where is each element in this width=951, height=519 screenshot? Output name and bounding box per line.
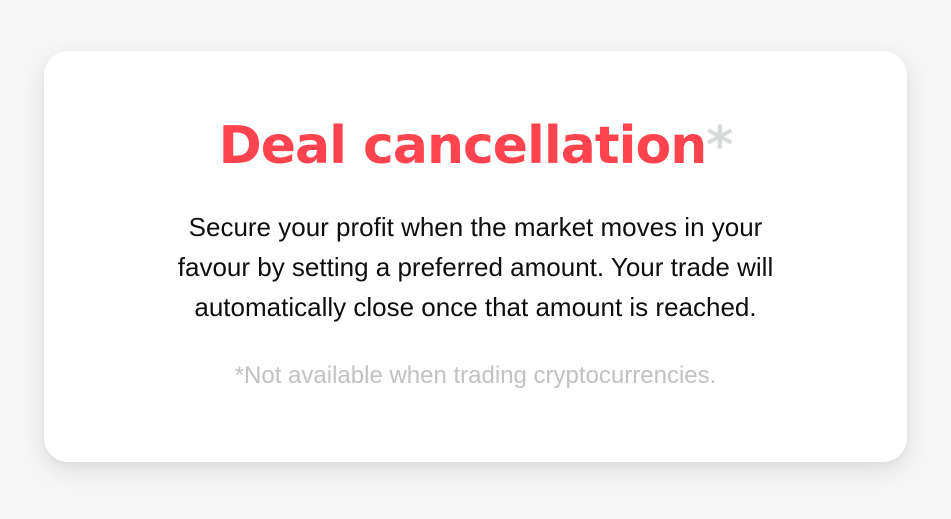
card-title-text: Deal cancellation (218, 116, 708, 176)
description-line-2: favour by setting a preferred amount. Yo… (177, 252, 774, 282)
title-asterisk: * (706, 116, 733, 176)
card-footnote: *Not available when trading cryptocurren… (234, 362, 717, 389)
card-description: Secure your profit when the market moves… (104, 207, 847, 327)
description-line-1: Secure your profit when the market moves… (188, 212, 763, 242)
card-title: Deal cancellation* (44, 111, 907, 181)
description-line-3: automatically close once that amount is … (194, 292, 757, 322)
info-card: Deal cancellation* Secure your profit wh… (44, 51, 907, 462)
